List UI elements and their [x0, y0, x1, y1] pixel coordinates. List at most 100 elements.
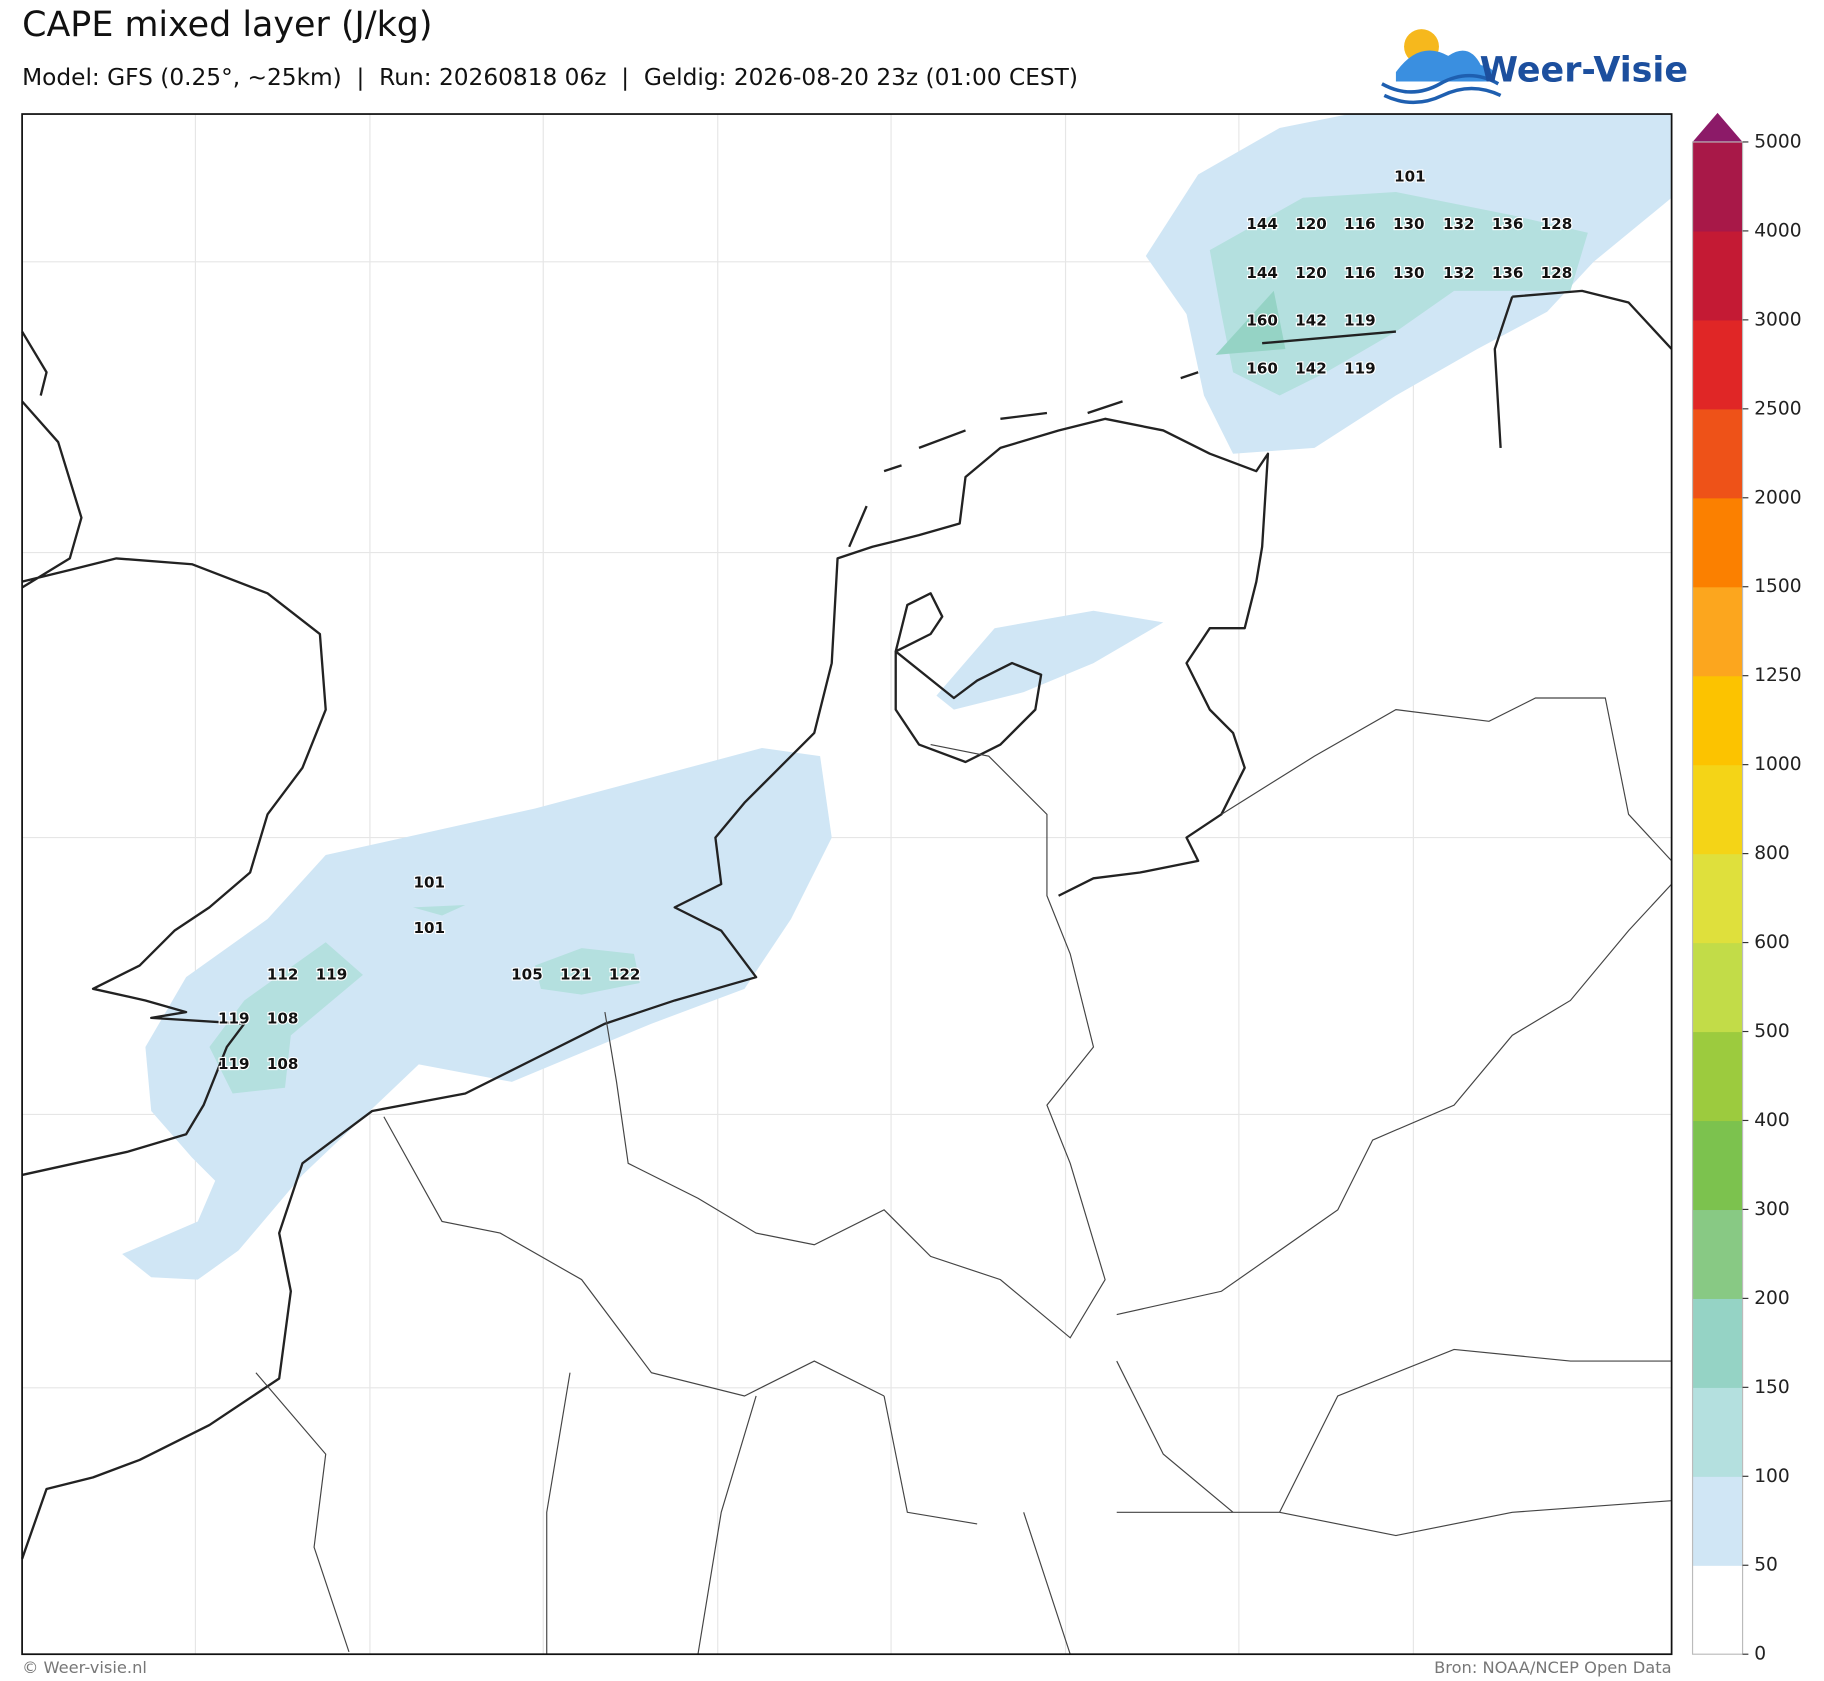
colorbar-band — [1692, 1031, 1743, 1122]
cape-area — [535, 948, 640, 995]
colorbar-band — [1692, 230, 1743, 321]
colorbar: 0 50 100 150 200 300 400 500 600 800 1000 1250 1500 2… — [1691, 112, 1802, 1665]
value-label: 119 — [218, 1055, 250, 1073]
map: 101 144 120 116 130 132 136 128 144 120 116 130 132 1… — [21, 113, 1673, 1656]
cape-area — [936, 610, 1164, 710]
coastline — [848, 289, 1673, 548]
coastline — [894, 592, 1043, 764]
colorbar-tick-label: 1000 — [1754, 754, 1801, 775]
colorbar-band — [1692, 408, 1743, 499]
colorbar-tick-label: 3000 — [1754, 309, 1801, 330]
colorbar-tick-label: 300 — [1754, 1199, 1790, 1220]
colorbar-tick-label: 0 — [1754, 1644, 1766, 1665]
colorbar-band — [1692, 586, 1743, 677]
value-label: 119 — [1344, 312, 1376, 330]
value-label: 142 — [1295, 312, 1327, 330]
border — [1116, 697, 1673, 1316]
value-labels: 101 144 120 116 130 132 136 128 144 120 116 130 132 1… — [217, 166, 1574, 1074]
value-label: 121 — [560, 965, 592, 983]
value-label: 116 — [1344, 215, 1376, 233]
colorbar-tick-label: 5000 — [1754, 131, 1801, 152]
cape-area — [122, 748, 832, 1280]
coastline — [21, 417, 1270, 1560]
value-label: 128 — [1541, 264, 1573, 282]
value-label: 120 — [1295, 264, 1327, 282]
colorbar-band — [1692, 675, 1743, 766]
colorbar-tick-label: 100 — [1754, 1466, 1790, 1487]
colorbar-band — [1692, 1476, 1743, 1566]
footer-left: © Weer-visie.nl — [22, 1658, 147, 1677]
colorbar-tick-label: 150 — [1754, 1377, 1790, 1398]
value-label: 108 — [267, 1055, 299, 1073]
value-label: 144 — [1246, 264, 1278, 282]
value-label: 108 — [267, 1010, 299, 1028]
borders — [255, 697, 1673, 1655]
logo-text: Weer-Visie — [1480, 50, 1688, 90]
colorbar-band — [1692, 141, 1743, 232]
logo: Weer-Visie — [1381, 29, 1688, 105]
cape-area — [1215, 290, 1286, 355]
value-label: 132 — [1443, 264, 1475, 282]
colorbar-tick-label: 4000 — [1754, 220, 1801, 241]
colorbar-band — [1692, 497, 1743, 588]
value-label: 101 — [1394, 167, 1426, 185]
value-label: 120 — [1295, 215, 1327, 233]
value-label: 119 — [1344, 359, 1376, 377]
colorbar-band — [1692, 942, 1743, 1033]
colorbar-tick-label: 600 — [1754, 932, 1790, 953]
value-label: 136 — [1492, 264, 1524, 282]
value-label: 136 — [1492, 215, 1524, 233]
coastline — [21, 330, 327, 1177]
colorbar-band — [1692, 319, 1743, 410]
colorbar-tick-label: 2000 — [1754, 487, 1801, 508]
colorbar-frame — [1691, 141, 1744, 1655]
border — [604, 743, 1106, 1339]
colorbar-tick-label: 800 — [1754, 843, 1790, 864]
colorbar-band — [1692, 1565, 1743, 1655]
value-label: 160 — [1246, 359, 1278, 377]
colorbar-tick-label: 500 — [1754, 1021, 1790, 1042]
value-label: 130 — [1393, 215, 1425, 233]
value-label: 132 — [1443, 215, 1475, 233]
colorbar-tick-label: 400 — [1754, 1110, 1790, 1131]
logo-wave — [1381, 73, 1502, 105]
title: CAPE mixed layer (J/kg) — [22, 5, 432, 45]
value-label: 144 — [1246, 215, 1278, 233]
value-label: 128 — [1541, 215, 1573, 233]
colorbar-band — [1692, 853, 1743, 944]
border — [255, 1360, 1672, 1655]
value-label: 116 — [1344, 264, 1376, 282]
value-label: 130 — [1393, 264, 1425, 282]
cape-area — [412, 905, 466, 916]
cape-area — [1209, 191, 1588, 396]
colorbar-extend — [1692, 112, 1743, 142]
value-label: 119 — [218, 1010, 250, 1028]
value-label: 119 — [316, 965, 348, 983]
cape-area — [209, 942, 363, 1094]
value-label: 160 — [1246, 312, 1278, 330]
colorbar-band — [1692, 1387, 1743, 1477]
footer-right: Bron: NOAA/NCEP Open Data — [1434, 1658, 1672, 1677]
colorbar-band — [1692, 764, 1743, 855]
colorbar-tick-label: 200 — [1754, 1288, 1790, 1309]
colorbar-tick-label: 2500 — [1754, 398, 1801, 419]
colorbar-band — [1692, 1298, 1743, 1388]
colorbar-band — [1692, 1209, 1743, 1299]
colorbar-tick-label: 50 — [1754, 1555, 1778, 1576]
logo-cloud — [1395, 50, 1496, 82]
value-label: 101 — [413, 919, 445, 937]
value-label: 112 — [267, 965, 299, 983]
colorbar-band — [1692, 1120, 1743, 1211]
value-label: 122 — [609, 965, 641, 983]
colorbar-tick-label: 1250 — [1754, 665, 1801, 686]
value-label: 105 — [511, 965, 543, 983]
coastlines — [21, 289, 1673, 1560]
value-label: 142 — [1295, 359, 1327, 377]
map-frame — [21, 113, 1673, 1656]
colorbar-tick-label: 1500 — [1754, 576, 1801, 597]
border — [383, 1116, 1672, 1513]
value-label: 101 — [413, 873, 445, 891]
graticule — [22, 114, 1672, 1655]
